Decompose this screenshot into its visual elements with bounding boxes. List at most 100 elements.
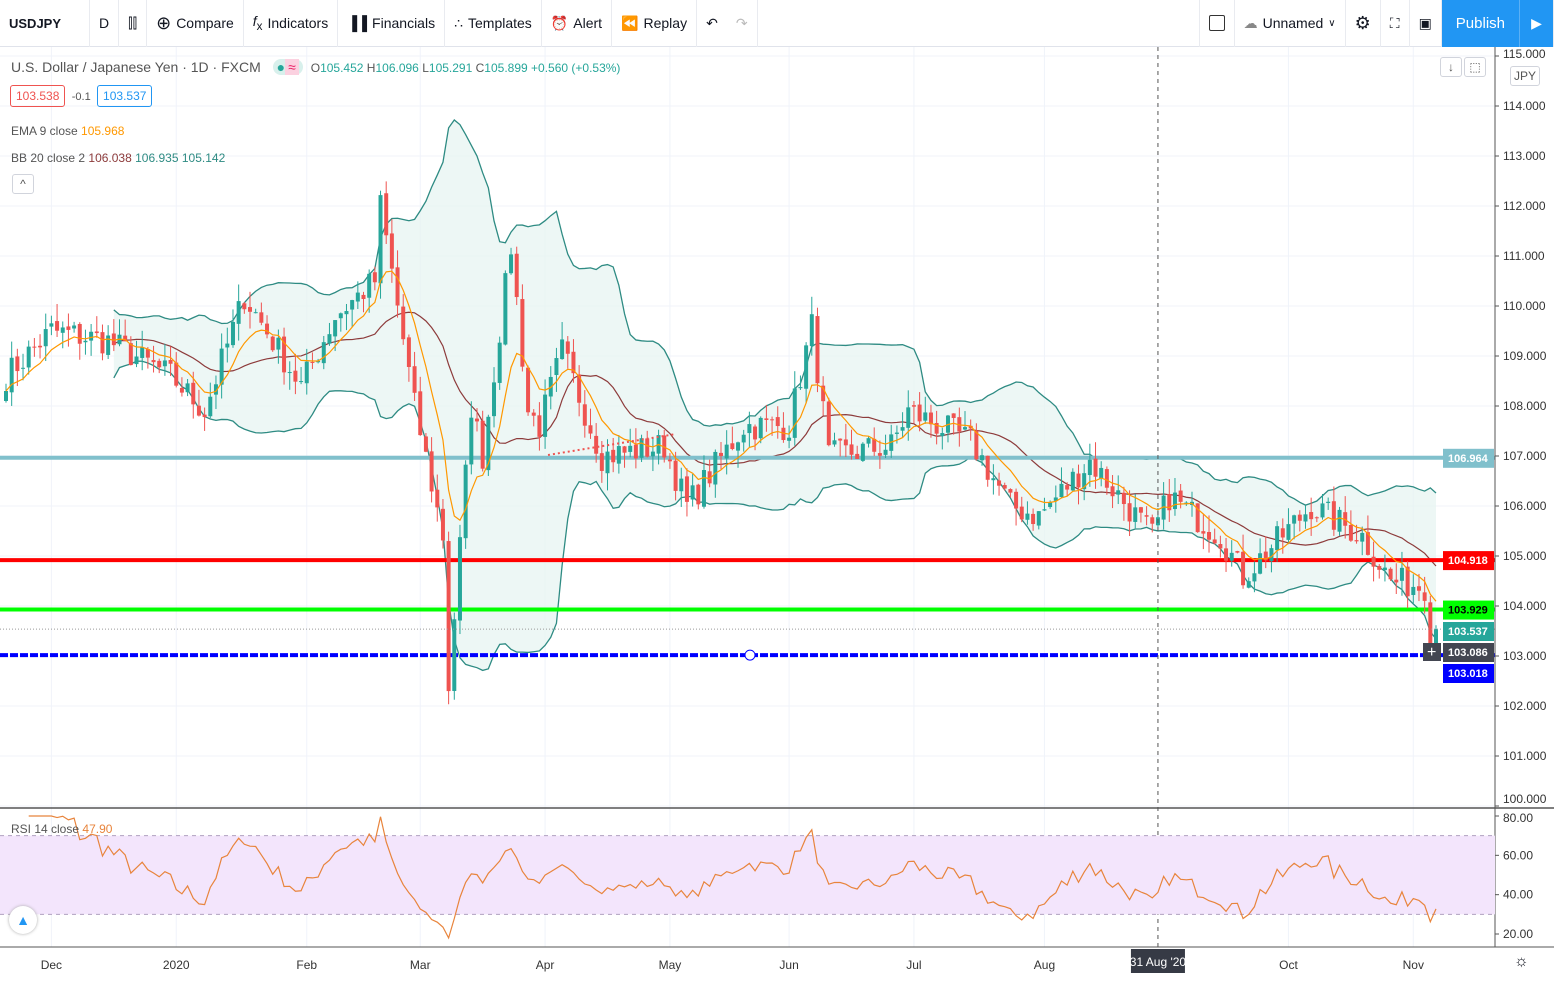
replay-button[interactable]: ⏪ Replay [612,0,698,47]
candle-body [350,300,355,310]
candle-body [15,356,20,372]
financials-label: Financials [372,15,436,31]
price-tick-label: 102.000 [1503,699,1547,713]
candle-body [1326,501,1331,504]
screenshot-button[interactable]: ▣ [1410,0,1442,47]
candle-body [401,306,406,340]
currency-button[interactable]: JPY [1510,66,1540,86]
price-line-label-box [1443,600,1494,620]
candle-body [1178,490,1183,502]
layout-name-dropdown[interactable]: ☁ Unnamed ∨ [1235,0,1346,47]
candle-body [179,387,184,393]
bollinger-lower-line [113,360,1437,672]
tradingview-logo-icon[interactable]: ▲ [9,906,37,934]
candle-body [299,381,304,383]
settings-button[interactable]: ⚙ [1346,0,1381,47]
candle-body [140,347,145,358]
price-line-label-box [1443,664,1494,683]
publish-button[interactable]: Publish [1441,0,1520,47]
add-alert-button[interactable] [1423,643,1441,661]
price-line-label: 103.086 [1448,647,1488,659]
candle-body [815,316,820,384]
rsi-legend[interactable]: RSI 14 close 47.90 [11,822,113,836]
candle-body [26,346,31,368]
candle-body [480,420,485,469]
candle-body [1076,473,1081,488]
collapse-legend-button[interactable]: ^ [12,174,34,194]
compare-button[interactable]: ⊕ Compare [147,0,244,47]
candle-body [310,361,315,363]
candle-body [225,343,230,348]
candle-body [1104,469,1109,488]
alert-button[interactable]: ⏰ Alert [542,0,613,47]
time-axis-label: Oct [1279,958,1298,972]
candle-body [696,484,701,505]
price-tick-label: 109.000 [1503,349,1547,363]
candle-body [106,335,111,355]
candle-body [1224,548,1229,561]
buy-button[interactable]: 103.537 [97,85,153,107]
undo-button[interactable]: ↶ [697,0,727,47]
chart-style-button[interactable]: ⫿⫿ [119,0,148,47]
candle-body [1241,551,1246,586]
candle-body [1110,486,1115,497]
indicators-button[interactable]: fx Indicators [244,0,339,47]
candle-body [1303,514,1308,522]
buy-sell-panel: 103.538 -0.1 103.537 [10,85,153,107]
candle-body [526,367,531,413]
candle-body [792,388,797,438]
symbol-search[interactable]: USDJPY [0,0,90,47]
candle-body [1434,629,1438,645]
candle-body [633,444,638,459]
ema-legend[interactable]: EMA 9 close 105.968 [11,124,125,138]
templates-button[interactable]: ∴ Templates [445,0,542,47]
candle-body [520,299,525,367]
candle-body [1269,548,1274,562]
candle-body [866,438,871,444]
candle-body [667,459,672,462]
line-handle[interactable] [744,649,756,661]
timezone-settings-icon[interactable]: ☼ [1514,953,1529,970]
layout-toggle-button[interactable] [1198,0,1235,47]
price-line-label-box [1443,643,1494,662]
candle-body [134,356,139,365]
redo-button[interactable]: ↷ [727,0,758,47]
price-line-label: 104.918 [1448,555,1488,567]
candle-body [974,430,979,460]
candle-body [270,336,275,351]
candle-body [1371,556,1376,567]
candle-body [265,323,270,335]
candle-body [883,449,888,455]
candle-body [1133,507,1138,522]
crosshair-date-label: 31 Aug '20 [1130,955,1187,969]
fullscreen-button[interactable]: ⛶ [1381,0,1410,47]
candle-body [1059,483,1064,498]
candle-body [798,387,803,389]
candle-body [928,412,933,425]
financials-button[interactable]: ▐▐ Financials [338,0,446,47]
candle-body [741,434,746,443]
price-tick-label: 105.000 [1503,549,1547,563]
candle-body [838,438,843,441]
candle-body [213,384,218,395]
symbol-title: U.S. Dollar / Japanese Yen · 1D · FXCM [11,59,261,75]
candle-body [1048,501,1053,508]
candle-body [168,360,173,364]
publish-menu-button[interactable]: ▶ [1520,0,1554,47]
cloud-icon: ☁ [1243,14,1258,31]
candle-body [1031,513,1036,525]
price-tick-label: 111.000 [1503,249,1545,263]
candle-body [1087,459,1092,476]
candle-body [1275,526,1280,551]
interval-button[interactable]: D [90,0,120,47]
candle-body [259,312,264,323]
auto-scale-button[interactable]: ⬚ [1464,57,1486,77]
candle-body [543,394,548,437]
scroll-to-latest-button[interactable]: ↓ [1440,57,1462,77]
bb-legend[interactable]: BB 20 close 2 106.038 106.935 105.142 [11,151,226,165]
sell-button[interactable]: 103.538 [10,85,66,107]
time-axis-label: Nov [1403,958,1424,972]
candle-body [1229,552,1234,561]
candle-body [1167,494,1172,511]
